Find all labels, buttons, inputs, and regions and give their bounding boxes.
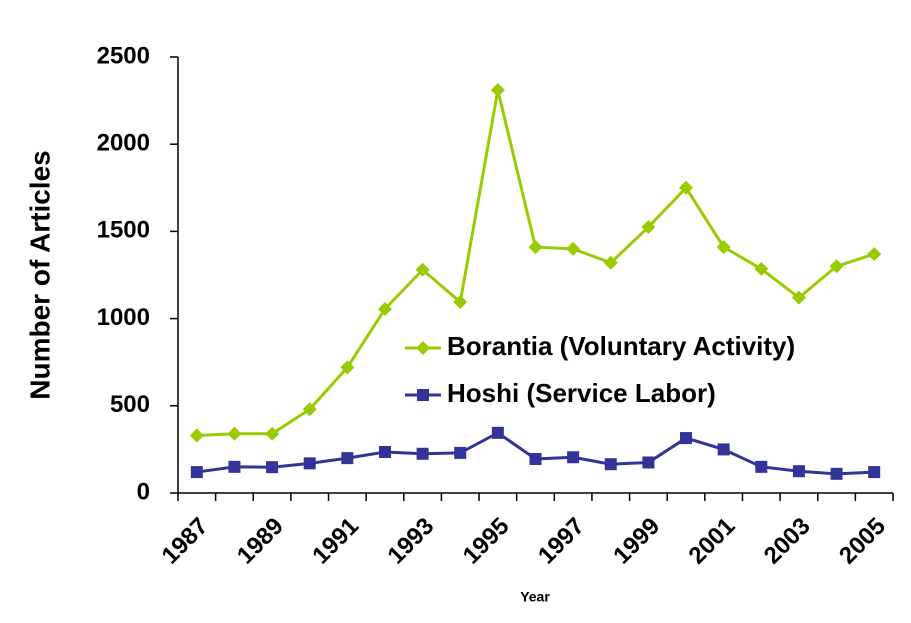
x-tick-label: 1987 <box>157 513 214 570</box>
legend-marker <box>416 341 430 355</box>
x-tick-label: 1995 <box>458 513 515 570</box>
data-point <box>189 428 204 443</box>
data-point <box>266 461 279 474</box>
data-point <box>454 446 467 459</box>
data-point <box>754 261 769 276</box>
x-tick-label: 1999 <box>608 513 665 570</box>
y-tick-label: 2500 <box>97 42 150 69</box>
data-point <box>792 465 805 478</box>
data-point <box>453 295 468 310</box>
data-point <box>567 451 580 464</box>
data-point <box>642 456 655 469</box>
data-point <box>302 402 317 417</box>
data-point <box>415 262 430 277</box>
data-point <box>265 426 280 441</box>
data-point <box>227 426 242 441</box>
data-point <box>755 460 768 473</box>
data-point <box>528 240 543 255</box>
data-point <box>680 432 693 445</box>
x-axis-label: Year <box>520 589 550 605</box>
data-point <box>716 240 731 255</box>
data-point <box>791 290 806 305</box>
data-point <box>604 458 617 471</box>
legend-label: Borantia (Voluntary Activity) <box>447 331 795 361</box>
data-point <box>679 180 694 195</box>
y-tick-label: 2000 <box>97 130 150 157</box>
data-point <box>491 426 504 439</box>
x-tick-label: 1997 <box>533 513 590 570</box>
data-point <box>830 467 843 480</box>
x-tick-label: 2005 <box>834 513 891 570</box>
data-point <box>378 446 391 459</box>
data-point <box>603 255 618 270</box>
x-tick-label: 1989 <box>232 513 289 570</box>
data-point <box>341 452 354 465</box>
data-point <box>717 443 730 456</box>
data-point <box>416 447 429 460</box>
x-tick-label: 2001 <box>684 513 741 570</box>
data-point <box>303 457 316 470</box>
y-tick-label: 1000 <box>97 304 150 331</box>
x-tick-label: 1993 <box>382 513 439 570</box>
data-point <box>228 460 241 473</box>
y-tick-label: 500 <box>110 391 150 418</box>
data-point <box>566 241 581 256</box>
y-tick-label: 1500 <box>97 217 150 244</box>
data-point <box>377 302 392 317</box>
legend-marker <box>417 389 429 401</box>
data-point <box>529 452 542 465</box>
legend-label: Hoshi (Service Labor) <box>447 378 716 408</box>
y-tick-label: 0 <box>137 478 150 505</box>
data-point <box>340 360 355 375</box>
y-axis-label: Number of Articles <box>24 150 55 399</box>
data-point <box>829 259 844 274</box>
x-tick-label: 1991 <box>307 513 364 570</box>
data-point <box>190 466 203 479</box>
data-point <box>867 247 882 262</box>
data-point <box>641 220 656 235</box>
data-point <box>868 466 881 479</box>
data-point <box>490 83 505 98</box>
x-tick-label: 2003 <box>759 513 816 570</box>
